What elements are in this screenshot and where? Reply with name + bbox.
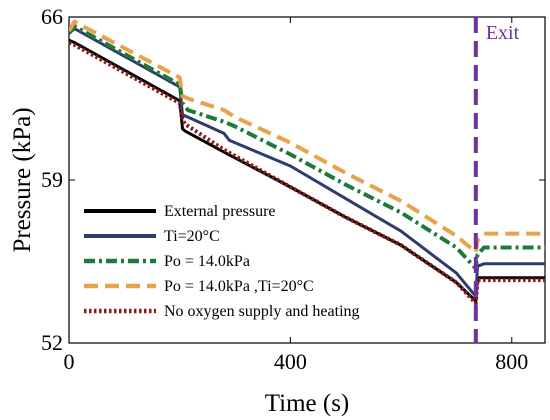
axis-ticks: 0 400 800 52 59 66 [41,4,545,374]
legend-label-1: External pressure [164,203,276,220]
y-tick-label: 59 [41,167,63,192]
legend-label-2: Ti=20°C [164,228,220,245]
legend-label-3: Po = 14.0kPa [164,253,250,270]
series-group [69,19,545,306]
x-tick-label: 800 [495,349,528,374]
y-axis-title: Pressure (kPa) [9,107,36,252]
x-axis-title: Time (s) [265,390,350,417]
series-line-4 [69,19,545,255]
exit-annotation-label: Exit [486,22,520,44]
legend: External pressure Ti=20°C Po = 14.0kPa Po =… [84,203,360,320]
x-tick-label: 0 [64,349,75,374]
x-tick-label: 400 [274,349,307,374]
legend-label-4: Po = 14.0kPa ,Ti=20°C [164,278,314,295]
y-tick-label: 66 [41,4,63,29]
series-line-3 [69,24,545,271]
legend-label-5: No oxygen supply and heating [164,303,360,320]
y-tick-label: 52 [41,330,63,355]
annotation-group: Exit [473,17,520,343]
series-line-5 [69,40,545,306]
